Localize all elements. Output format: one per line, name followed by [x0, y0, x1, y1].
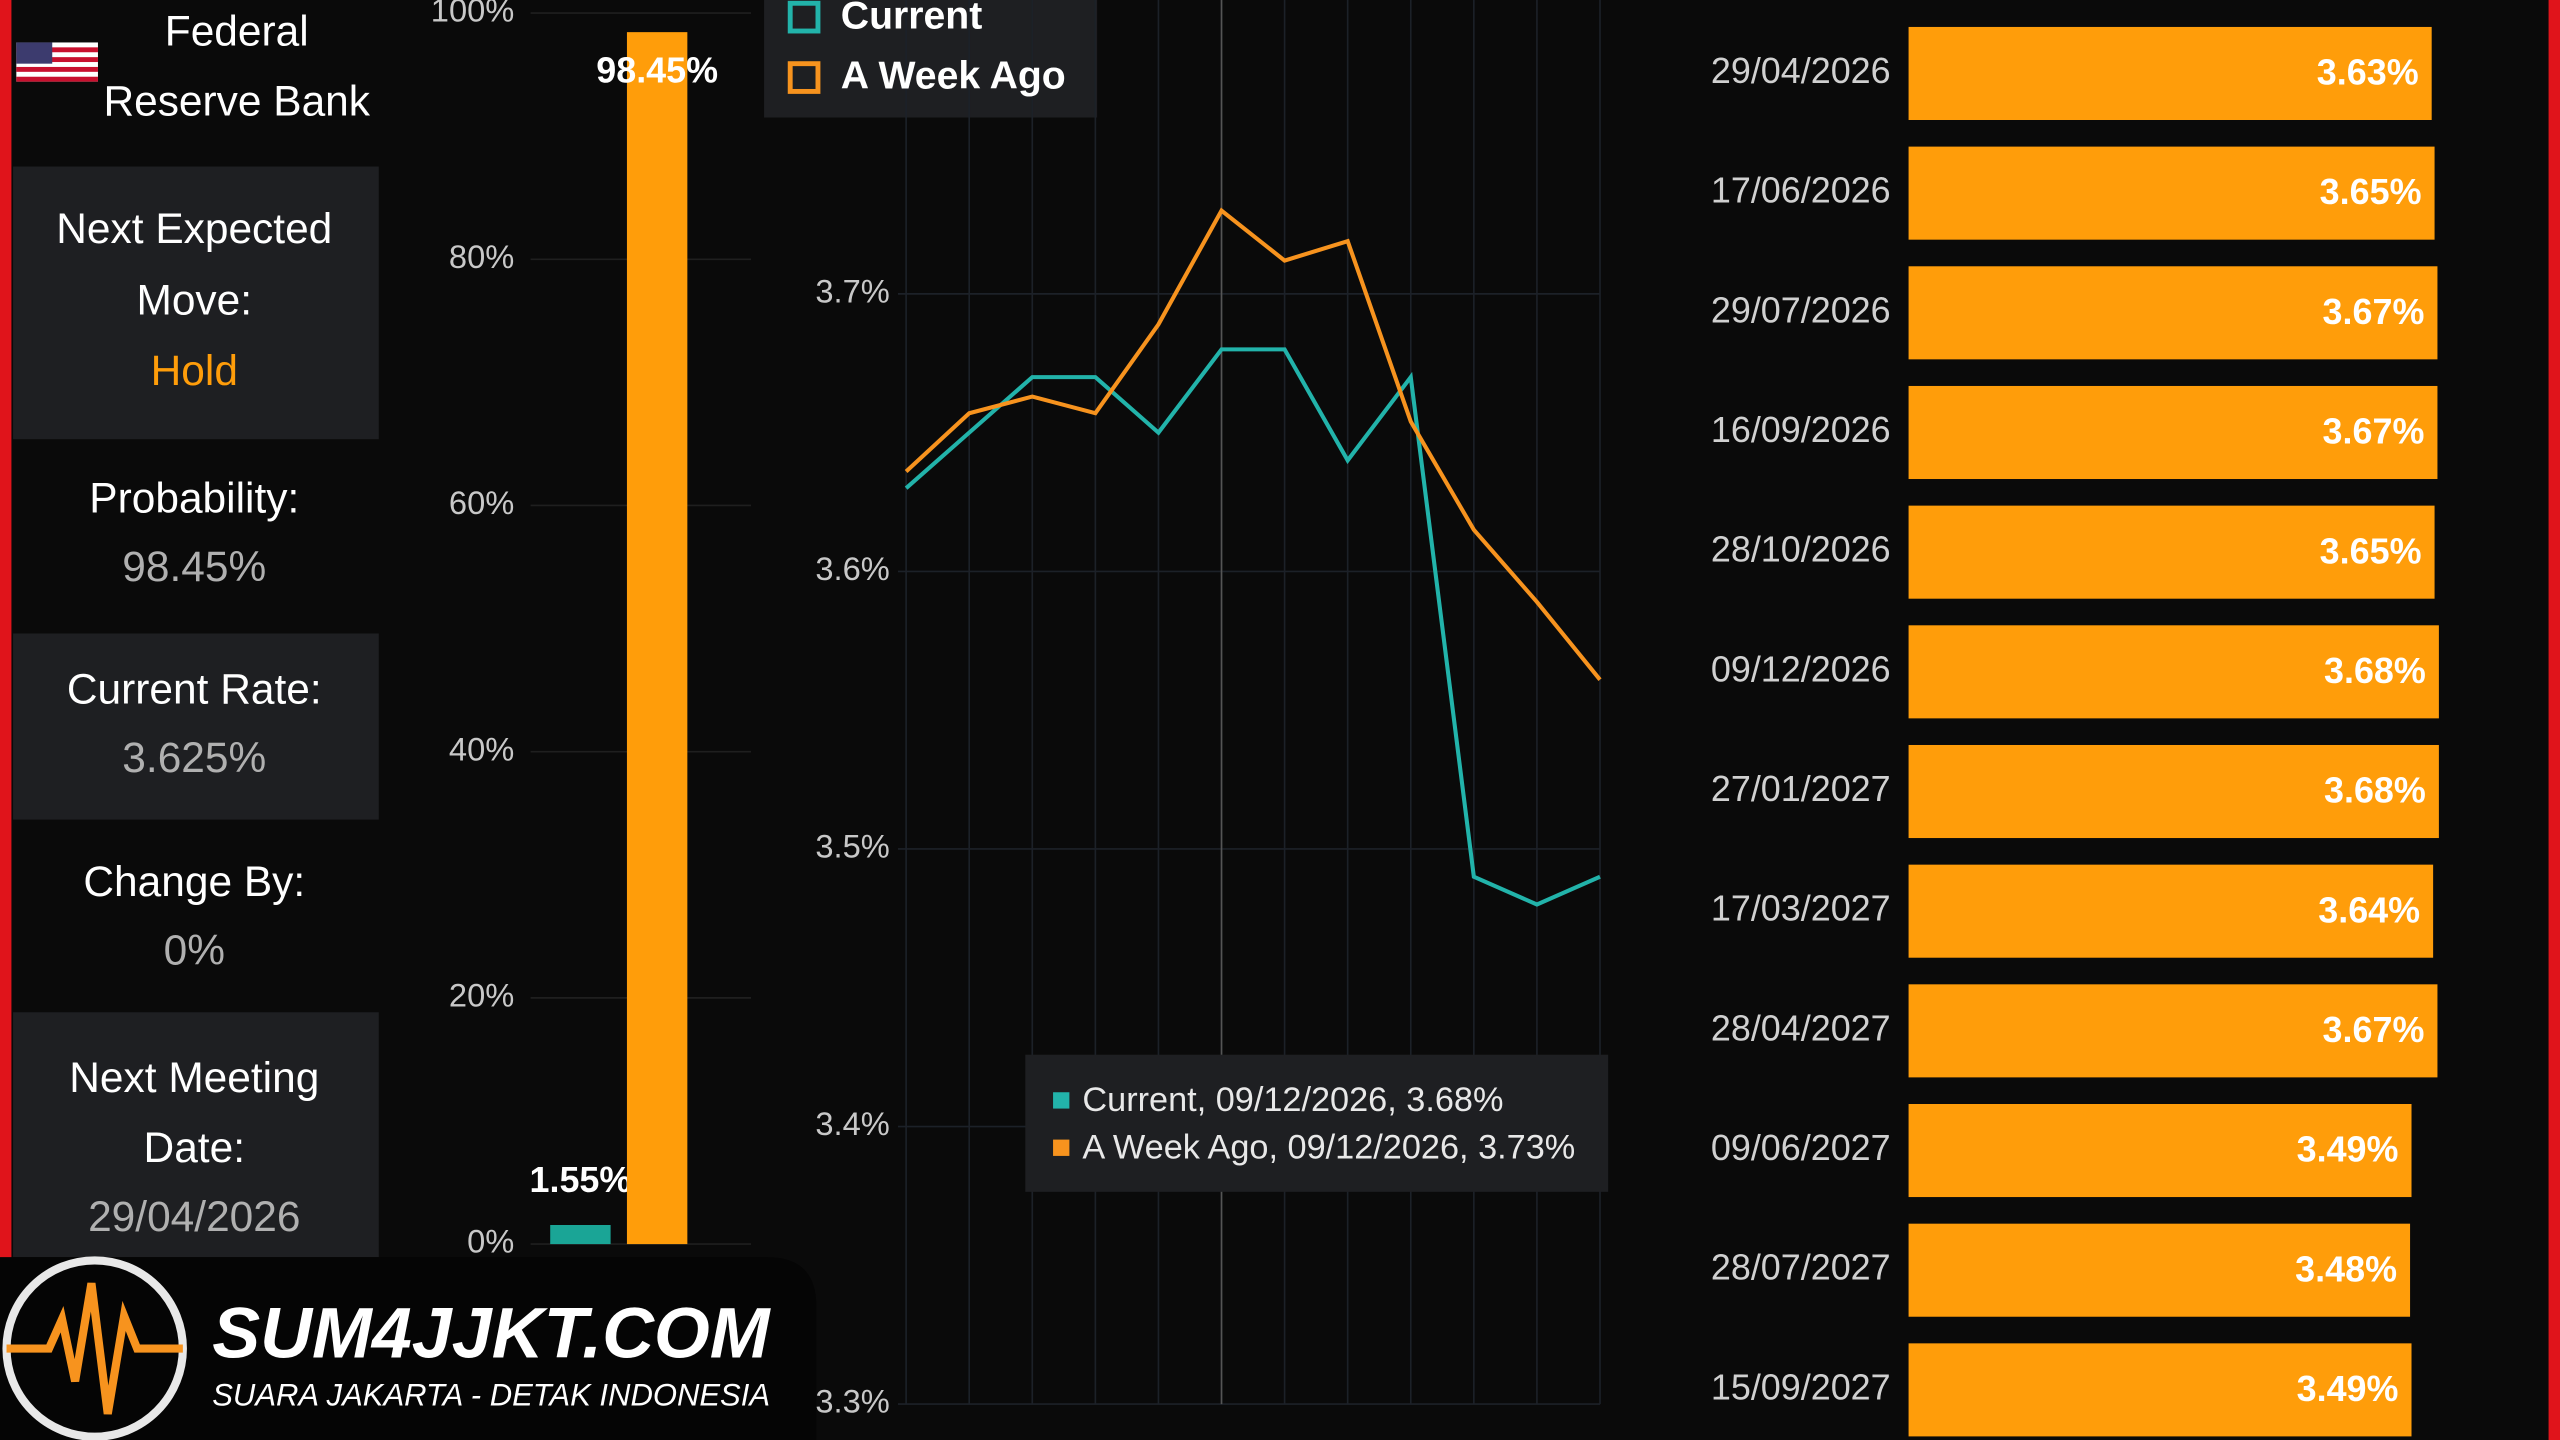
legend-label: Current — [841, 0, 982, 37]
tooltip-swatch — [1053, 1139, 1070, 1156]
bar — [1908, 505, 2435, 599]
value-label: 98.45% — [596, 49, 718, 90]
bar — [1908, 1104, 2412, 1198]
value-label: 3.67% — [2323, 411, 2425, 452]
bar — [1908, 146, 2435, 240]
category-label: 28/04/2027 — [1711, 1007, 1891, 1048]
bank-name: Federal Reserve Bank — [103, 8, 370, 125]
tooltip-text: Current, 09/12/2026, 3.68% — [1082, 1081, 1503, 1119]
y-tick-label: 60% — [449, 484, 514, 521]
category-label: 15/09/2027 — [1711, 1366, 1891, 1407]
y-tick-label: 3.6% — [815, 550, 889, 587]
card — [13, 633, 379, 820]
category-label: 28/07/2027 — [1711, 1247, 1891, 1288]
panel-value: 0% — [164, 927, 225, 974]
bar — [1908, 864, 2434, 958]
panel-value: Hold — [151, 347, 238, 394]
category-label: 27/01/2027 — [1711, 768, 1891, 809]
value-label: 3.48% — [2295, 1248, 2397, 1289]
value-label: 3.65% — [2320, 530, 2422, 571]
brand: SUM4JJKT.COM — [212, 1294, 772, 1374]
panel-value: 3.625% — [122, 734, 266, 781]
category-label: 29/07/2026 — [1711, 289, 1891, 330]
category-label: 09/06/2027 — [1711, 1127, 1891, 1168]
value-label: 3.49% — [2297, 1129, 2399, 1170]
left-border — [0, 0, 12, 1440]
tooltip-box — [1025, 1054, 1609, 1192]
y-tick-label: 0% — [467, 1223, 514, 1260]
bar — [626, 32, 688, 1245]
right-border — [2548, 0, 2560, 1440]
category-label: 17/03/2027 — [1711, 888, 1891, 929]
panel-label: Next Expected Move: — [56, 205, 332, 324]
category-label: 28/10/2026 — [1711, 529, 1891, 570]
panel-label: Next Meeting Date: — [69, 1054, 319, 1171]
line-series — [904, 347, 1601, 907]
tooltip-swatch — [1053, 1092, 1070, 1109]
y-tick-label: 3.3% — [815, 1383, 889, 1420]
value-label: 3.63% — [2317, 52, 2419, 93]
bar — [1908, 266, 2438, 360]
watermark: SUM4JJKT.COM SUARA JAKARTA - DETAK INDON… — [0, 1256, 817, 1440]
panel-label: Probability: — [89, 474, 299, 521]
y-tick-label: 100% — [431, 0, 514, 29]
bar — [1908, 1343, 2412, 1437]
card — [13, 166, 379, 440]
tagline: SUARA JAKARTA - DETAK INDONESIA — [212, 1378, 770, 1413]
bar — [1908, 1223, 2411, 1317]
y-tick-label: 3.7% — [815, 273, 889, 310]
value-label: 3.68% — [2324, 650, 2426, 691]
line-series — [904, 207, 1602, 681]
legend-swatch — [787, 61, 821, 94]
tooltip-text: A Week Ago, 09/12/2026, 3.73% — [1082, 1128, 1575, 1166]
value-label: 3.67% — [2323, 1009, 2425, 1050]
legend-label: A Week Ago — [841, 55, 1066, 98]
value-label: 3.68% — [2324, 770, 2426, 811]
y-tick-label: 20% — [449, 977, 514, 1014]
category-label: 09/12/2026 — [1711, 648, 1891, 689]
y-tick-label: 3.4% — [815, 1105, 889, 1142]
card — [13, 1012, 379, 1258]
category-label: 17/06/2026 — [1711, 170, 1891, 211]
panel-label: Change By: — [83, 858, 305, 905]
y-tick-label: 40% — [449, 730, 514, 767]
bar — [1908, 26, 2432, 121]
value-label: 3.49% — [2297, 1368, 2399, 1409]
bar — [550, 1225, 611, 1245]
category-label: 16/09/2026 — [1711, 409, 1891, 450]
y-tick-label: 80% — [449, 238, 514, 275]
bar — [1908, 744, 2439, 839]
y-tick-label: 3.5% — [815, 828, 889, 865]
value-label: 3.65% — [2320, 171, 2422, 212]
bar — [1908, 625, 2439, 719]
bar — [1908, 984, 2438, 1078]
value-label: 3.64% — [2318, 889, 2420, 930]
panel-value: 98.45% — [122, 543, 266, 590]
category-label: 29/04/2026 — [1711, 50, 1891, 91]
legend-swatch — [787, 0, 821, 34]
panel-value: 29/04/2026 — [88, 1193, 300, 1240]
flag — [16, 42, 98, 82]
value-label: 3.67% — [2323, 291, 2425, 332]
value-label: 1.55% — [530, 1159, 632, 1200]
panel-label: Current Rate: — [67, 665, 322, 712]
bar — [1908, 385, 2438, 480]
